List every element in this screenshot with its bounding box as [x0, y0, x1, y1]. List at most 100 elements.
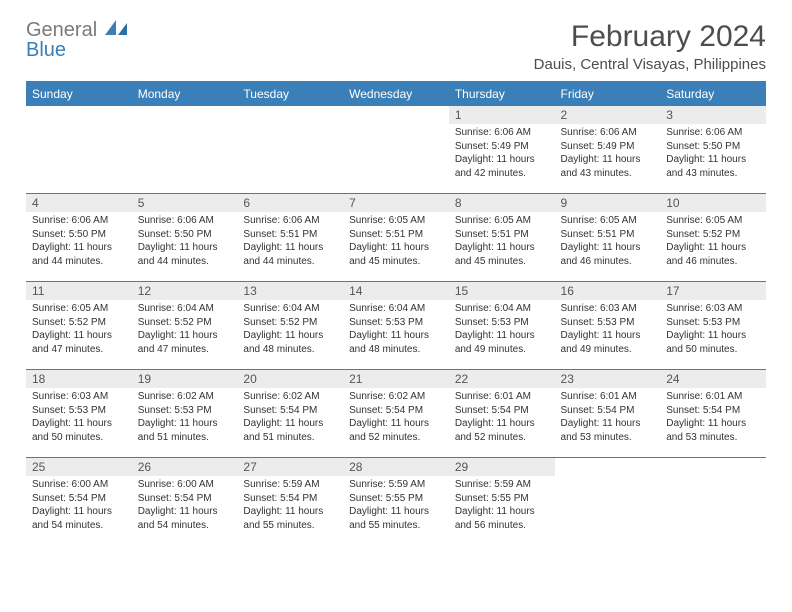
- sunrise-text: Sunrise: 6:06 AM: [561, 126, 655, 140]
- daylight-text: Daylight: 11 hours and 42 minutes.: [455, 153, 549, 180]
- daylight-text: Daylight: 11 hours and 53 minutes.: [666, 417, 760, 444]
- calendar-page: General Blue February 2024 Dauis, Centra…: [0, 0, 792, 566]
- daylight-text: Daylight: 11 hours and 43 minutes.: [561, 153, 655, 180]
- sunrise-text: Sunrise: 6:01 AM: [561, 390, 655, 404]
- daylight-text: Daylight: 11 hours and 44 minutes.: [138, 241, 232, 268]
- month-title: February 2024: [534, 20, 766, 54]
- col-friday: Friday: [555, 82, 661, 106]
- calendar-day-cell: 9Sunrise: 6:05 AMSunset: 5:51 PMDaylight…: [555, 194, 661, 282]
- day-number: 19: [132, 370, 238, 388]
- sunrise-text: Sunrise: 6:02 AM: [243, 390, 337, 404]
- day-number: 13: [237, 282, 343, 300]
- daylight-text: Daylight: 11 hours and 52 minutes.: [349, 417, 443, 444]
- calendar-day-cell: 14Sunrise: 6:04 AMSunset: 5:53 PMDayligh…: [343, 282, 449, 370]
- calendar-day-cell: 19Sunrise: 6:02 AMSunset: 5:53 PMDayligh…: [132, 370, 238, 458]
- col-monday: Monday: [132, 82, 238, 106]
- header: General Blue February 2024 Dauis, Centra…: [26, 20, 766, 73]
- day-body: Sunrise: 6:04 AMSunset: 5:53 PMDaylight:…: [343, 300, 449, 360]
- calendar-table: Sunday Monday Tuesday Wednesday Thursday…: [26, 81, 766, 546]
- sunrise-text: Sunrise: 6:03 AM: [561, 302, 655, 316]
- day-body: Sunrise: 6:06 AMSunset: 5:50 PMDaylight:…: [26, 212, 132, 272]
- day-body: Sunrise: 6:04 AMSunset: 5:53 PMDaylight:…: [449, 300, 555, 360]
- sunset-text: Sunset: 5:53 PM: [32, 404, 126, 418]
- daylight-text: Daylight: 11 hours and 44 minutes.: [243, 241, 337, 268]
- col-tuesday: Tuesday: [237, 82, 343, 106]
- daylight-text: Daylight: 11 hours and 50 minutes.: [32, 417, 126, 444]
- sunrise-text: Sunrise: 6:04 AM: [349, 302, 443, 316]
- sunset-text: Sunset: 5:52 PM: [32, 316, 126, 330]
- title-block: February 2024 Dauis, Central Visayas, Ph…: [534, 20, 766, 73]
- calendar-day-cell: 21Sunrise: 6:02 AMSunset: 5:54 PMDayligh…: [343, 370, 449, 458]
- day-number: 23: [555, 370, 661, 388]
- day-body: Sunrise: 6:01 AMSunset: 5:54 PMDaylight:…: [660, 388, 766, 448]
- day-number: 27: [237, 458, 343, 476]
- daylight-text: Daylight: 11 hours and 48 minutes.: [349, 329, 443, 356]
- sunset-text: Sunset: 5:50 PM: [666, 140, 760, 154]
- calendar-day-cell: 12Sunrise: 6:04 AMSunset: 5:52 PMDayligh…: [132, 282, 238, 370]
- day-number: 2: [555, 106, 661, 124]
- sunrise-text: Sunrise: 6:06 AM: [666, 126, 760, 140]
- sunrise-text: Sunrise: 6:05 AM: [561, 214, 655, 228]
- day-number: 4: [26, 194, 132, 212]
- day-body: Sunrise: 6:03 AMSunset: 5:53 PMDaylight:…: [555, 300, 661, 360]
- daylight-text: Daylight: 11 hours and 43 minutes.: [666, 153, 760, 180]
- calendar-day-cell: 13Sunrise: 6:04 AMSunset: 5:52 PMDayligh…: [237, 282, 343, 370]
- day-body: Sunrise: 6:06 AMSunset: 5:49 PMDaylight:…: [449, 124, 555, 184]
- day-body: Sunrise: 5:59 AMSunset: 5:55 PMDaylight:…: [343, 476, 449, 536]
- sunrise-text: Sunrise: 6:05 AM: [666, 214, 760, 228]
- day-number: 10: [660, 194, 766, 212]
- calendar-day-cell: 29Sunrise: 5:59 AMSunset: 5:55 PMDayligh…: [449, 458, 555, 546]
- day-number: 7: [343, 194, 449, 212]
- daylight-text: Daylight: 11 hours and 55 minutes.: [349, 505, 443, 532]
- day-body: Sunrise: 6:03 AMSunset: 5:53 PMDaylight:…: [26, 388, 132, 448]
- day-body: Sunrise: 6:04 AMSunset: 5:52 PMDaylight:…: [237, 300, 343, 360]
- calendar-day-cell: 25Sunrise: 6:00 AMSunset: 5:54 PMDayligh…: [26, 458, 132, 546]
- col-saturday: Saturday: [660, 82, 766, 106]
- calendar-day-cell: 2 Sunrise: 6:06 AMSunset: 5:49 PMDaylight…: [555, 106, 661, 194]
- calendar-day-cell: 3 Sunrise: 6:06 AMSunset: 5:50 PMDaylight…: [660, 106, 766, 194]
- day-number: 12: [132, 282, 238, 300]
- calendar-day-cell: 15Sunrise: 6:04 AMSunset: 5:53 PMDayligh…: [449, 282, 555, 370]
- day-number: 24: [660, 370, 766, 388]
- day-body: Sunrise: 6:06 AMSunset: 5:51 PMDaylight:…: [237, 212, 343, 272]
- col-thursday: Thursday: [449, 82, 555, 106]
- day-body: Sunrise: 6:00 AMSunset: 5:54 PMDaylight:…: [26, 476, 132, 536]
- day-number: 21: [343, 370, 449, 388]
- day-body: Sunrise: 5:59 AMSunset: 5:54 PMDaylight:…: [237, 476, 343, 536]
- sunset-text: Sunset: 5:52 PM: [138, 316, 232, 330]
- sunset-text: Sunset: 5:54 PM: [243, 404, 337, 418]
- calendar-day-cell: .: [660, 458, 766, 546]
- daylight-text: Daylight: 11 hours and 45 minutes.: [455, 241, 549, 268]
- calendar-day-cell: 7Sunrise: 6:05 AMSunset: 5:51 PMDaylight…: [343, 194, 449, 282]
- day-number: 6: [237, 194, 343, 212]
- sunset-text: Sunset: 5:53 PM: [561, 316, 655, 330]
- col-wednesday: Wednesday: [343, 82, 449, 106]
- logo-text: General Blue: [26, 20, 127, 60]
- sunset-text: Sunset: 5:54 PM: [138, 492, 232, 506]
- day-number: 9: [555, 194, 661, 212]
- calendar-day-cell: 8Sunrise: 6:05 AMSunset: 5:51 PMDaylight…: [449, 194, 555, 282]
- daylight-text: Daylight: 11 hours and 49 minutes.: [455, 329, 549, 356]
- day-body: Sunrise: 6:05 AMSunset: 5:51 PMDaylight:…: [449, 212, 555, 272]
- location-subtitle: Dauis, Central Visayas, Philippines: [534, 56, 766, 73]
- sunrise-text: Sunrise: 6:06 AM: [32, 214, 126, 228]
- day-number: 29: [449, 458, 555, 476]
- day-number: 8: [449, 194, 555, 212]
- calendar-day-cell: 26Sunrise: 6:00 AMSunset: 5:54 PMDayligh…: [132, 458, 238, 546]
- sunrise-text: Sunrise: 6:05 AM: [455, 214, 549, 228]
- sunset-text: Sunset: 5:53 PM: [349, 316, 443, 330]
- sunset-text: Sunset: 5:49 PM: [561, 140, 655, 154]
- day-number: 3: [660, 106, 766, 124]
- day-body: Sunrise: 6:02 AMSunset: 5:53 PMDaylight:…: [132, 388, 238, 448]
- logo-word-blue: Blue: [26, 39, 66, 61]
- calendar-day-cell: .: [555, 458, 661, 546]
- sunrise-text: Sunrise: 6:06 AM: [138, 214, 232, 228]
- logo: General Blue: [26, 20, 127, 60]
- sunrise-text: Sunrise: 6:04 AM: [243, 302, 337, 316]
- sunrise-text: Sunrise: 6:02 AM: [349, 390, 443, 404]
- sunrise-text: Sunrise: 6:01 AM: [455, 390, 549, 404]
- logo-sail-icon: [105, 19, 127, 41]
- day-number: 25: [26, 458, 132, 476]
- sunrise-text: Sunrise: 6:03 AM: [32, 390, 126, 404]
- daylight-text: Daylight: 11 hours and 52 minutes.: [455, 417, 549, 444]
